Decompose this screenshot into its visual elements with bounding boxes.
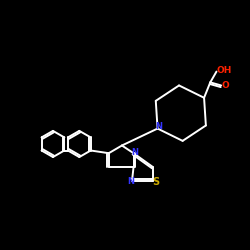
- Text: O: O: [221, 81, 229, 90]
- Text: S: S: [152, 177, 160, 187]
- Text: OH: OH: [216, 66, 232, 74]
- Text: N: N: [131, 148, 138, 157]
- Text: N: N: [156, 122, 162, 131]
- Text: N: N: [128, 177, 135, 186]
